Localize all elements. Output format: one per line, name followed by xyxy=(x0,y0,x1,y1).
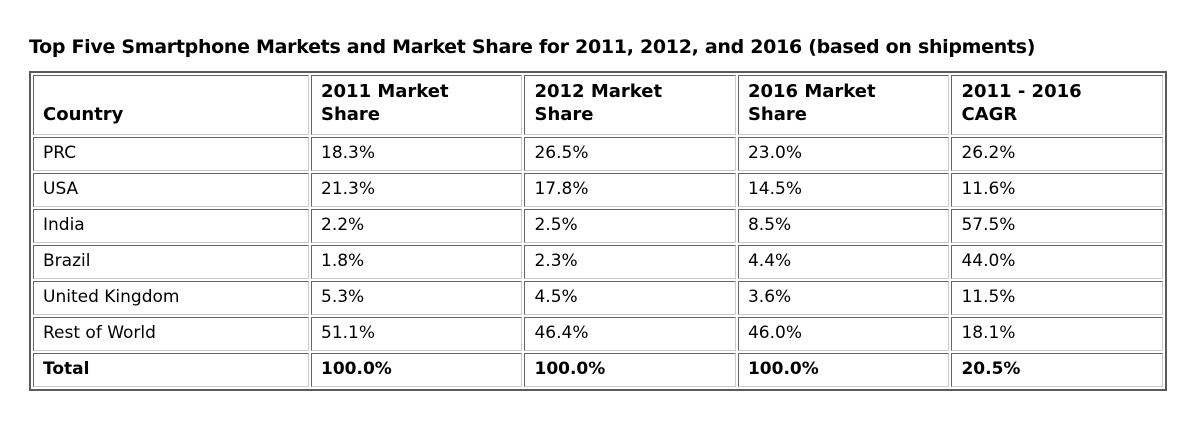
header-row: Country 2011 Market Share 2012 Market Shar… xyxy=(33,75,1163,135)
table-row-rest-of-world: Rest of World 51.1% 46.4% 46.0% 18.1% xyxy=(33,317,1163,351)
column-header-2011-market-share: 2011 Market Share xyxy=(311,75,523,135)
column-header-2016-market-share: 2016 Market Share xyxy=(737,75,950,135)
share-2016-cell: 46.0% xyxy=(737,317,950,351)
share-2012-cell: 2.5% xyxy=(524,209,736,243)
share-2012-cell: 46.4% xyxy=(524,317,736,351)
country-cell: Rest of World xyxy=(33,317,309,351)
header-line: 2016 Market xyxy=(747,81,876,102)
country-cell: USA xyxy=(33,173,309,207)
share-2016-cell: 23.0% xyxy=(737,137,950,171)
page-title: Top Five Smartphone Markets and Market S… xyxy=(29,36,1036,58)
market-share-table: Country 2011 Market Share 2012 Market Shar… xyxy=(29,71,1167,391)
table-row-prc: PRC 18.3% 26.5% 23.0% 26.2% xyxy=(33,137,1163,171)
share-2016-cell: 8.5% xyxy=(737,209,950,243)
column-header-2012-market-share: 2012 Market Share xyxy=(524,75,736,135)
share-2011-cell: 2.2% xyxy=(311,209,523,243)
share-2011-cell: 18.3% xyxy=(311,137,523,171)
share-2012-cell: 2.3% xyxy=(524,245,736,279)
table-row-united-kingdom: United Kingdom 5.3% 4.5% 3.6% 11.5% xyxy=(33,281,1163,315)
header-line: Share xyxy=(534,104,594,125)
share-2012-cell: 17.8% xyxy=(524,173,736,207)
cagr-cell: 57.5% xyxy=(951,209,1163,243)
table-row-total: Total 100.0% 100.0% 100.0% 20.5% xyxy=(33,353,1163,387)
share-2011-cell: 51.1% xyxy=(311,317,523,351)
header-line: Country xyxy=(43,104,124,125)
cagr-cell: 18.1% xyxy=(951,317,1163,351)
country-cell: Brazil xyxy=(33,245,309,279)
column-header-country: Country xyxy=(33,75,309,135)
share-2016-cell: 14.5% xyxy=(737,173,950,207)
cagr-cell: 26.2% xyxy=(951,137,1163,171)
country-cell: PRC xyxy=(33,137,309,171)
country-cell: India xyxy=(33,209,309,243)
cagr-cell: 11.6% xyxy=(951,173,1163,207)
header-line: Share xyxy=(747,104,807,125)
share-2012-cell: 4.5% xyxy=(524,281,736,315)
share-2011-cell: 21.3% xyxy=(311,173,523,207)
share-2016-cell: 4.4% xyxy=(737,245,950,279)
total-2011-cell: 100.0% xyxy=(311,353,523,387)
header-line: Share xyxy=(321,104,381,125)
total-2016-cell: 100.0% xyxy=(737,353,950,387)
column-header-cagr: 2011 - 2016 CAGR xyxy=(951,75,1163,135)
table-row-usa: USA 21.3% 17.8% 14.5% 11.6% xyxy=(33,173,1163,207)
share-2016-cell: 3.6% xyxy=(737,281,950,315)
share-2012-cell: 26.5% xyxy=(524,137,736,171)
total-cagr-cell: 20.5% xyxy=(951,353,1163,387)
cagr-cell: 11.5% xyxy=(951,281,1163,315)
cagr-cell: 44.0% xyxy=(951,245,1163,279)
total-2012-cell: 100.0% xyxy=(524,353,736,387)
table-row-india: India 2.2% 2.5% 8.5% 57.5% xyxy=(33,209,1163,243)
table-row-brazil: Brazil 1.8% 2.3% 4.4% 44.0% xyxy=(33,245,1163,279)
header-line: 2011 - 2016 xyxy=(961,81,1082,102)
header-line: CAGR xyxy=(961,104,1018,125)
header-line: 2011 Market xyxy=(321,81,449,102)
share-2011-cell: 5.3% xyxy=(311,281,523,315)
total-label-cell: Total xyxy=(33,353,309,387)
country-cell: United Kingdom xyxy=(33,281,309,315)
figure-container: Top Five Smartphone Markets and Market S… xyxy=(29,36,1167,391)
share-2011-cell: 1.8% xyxy=(311,245,523,279)
header-line: 2012 Market xyxy=(534,81,663,102)
